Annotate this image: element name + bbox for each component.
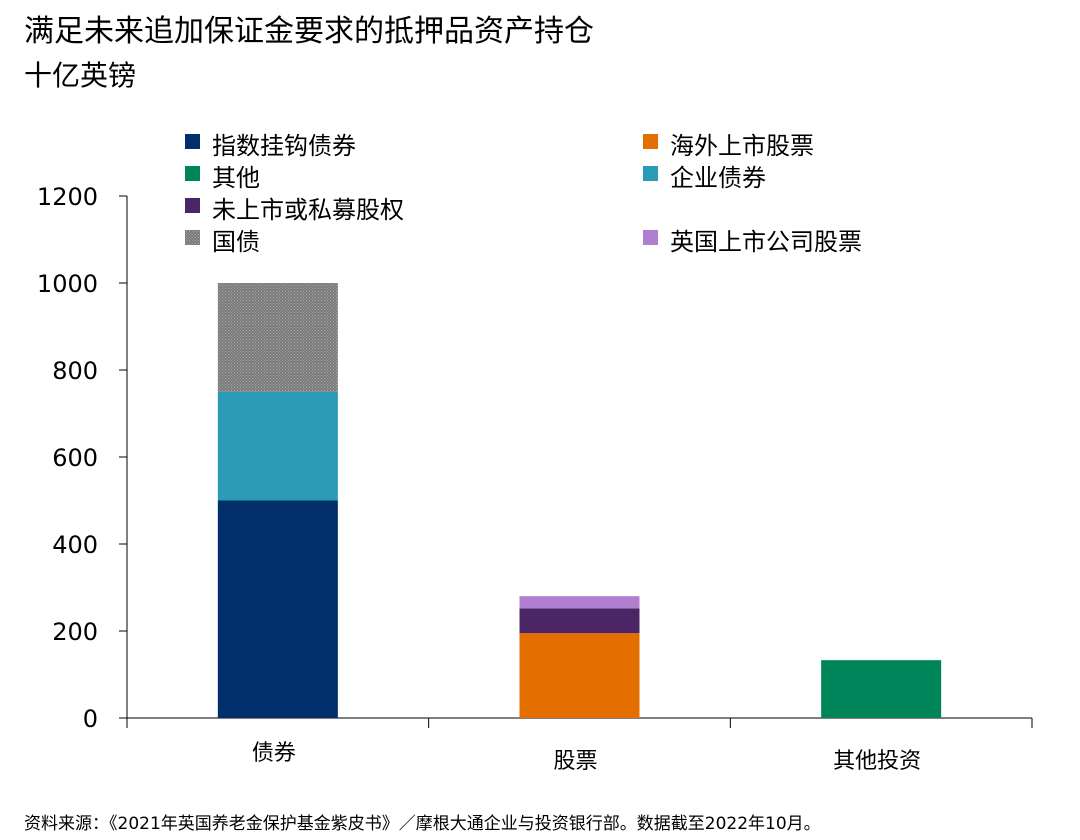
y-tick-label: 600 [52,444,98,472]
y-tick-label: 1000 [37,270,98,298]
legend-label: 国债 [212,228,260,256]
x-category-label: 其他投资 [833,749,921,774]
legend-swatch [643,134,658,149]
bar-segment [217,500,338,718]
legend-label: 指数挂钩债券 [212,132,356,160]
axes: 0 200 400 600 800 1000 1200 债券 股票 其他投资 [37,183,1033,774]
y-tick-label: 1200 [37,183,98,211]
x-category-label: 股票 [553,749,597,774]
legend-swatch [643,166,658,181]
bar-segment [821,660,942,718]
y-tick-label: 800 [52,357,98,385]
bar-segment [217,391,338,501]
chart-title: 满足未来追加保证金要求的抵押品资产持仓 [24,14,594,49]
x-category-label: 债券 [252,741,296,766]
bars [217,283,942,718]
chart-subtitle: 十亿英镑 [24,59,137,92]
bar-segment [519,633,640,718]
source-note: 资料来源：《2021年英国养老金保护基金紫皮书》／摩根大通企业与投资银行部。数据… [24,814,821,834]
legend-swatch [185,166,200,181]
legend-label: 海外上市股票 [670,132,814,160]
y-tick-label: 0 [83,705,98,733]
legend-label: 未上市或私募股权 [212,196,404,224]
legend-swatch [643,230,658,245]
legend-label: 企业债券 [670,164,766,192]
y-tick-label: 400 [52,531,98,559]
legend-swatch [185,198,200,213]
legend-label: 英国上市公司股票 [670,228,862,256]
y-tick-label: 200 [52,618,98,646]
bar-segment [519,596,640,609]
bar-segment [217,283,338,392]
legend-swatch [185,134,200,149]
bar-segment [519,608,640,634]
legend-label: 其他 [212,164,260,192]
legend-swatch [185,230,200,245]
